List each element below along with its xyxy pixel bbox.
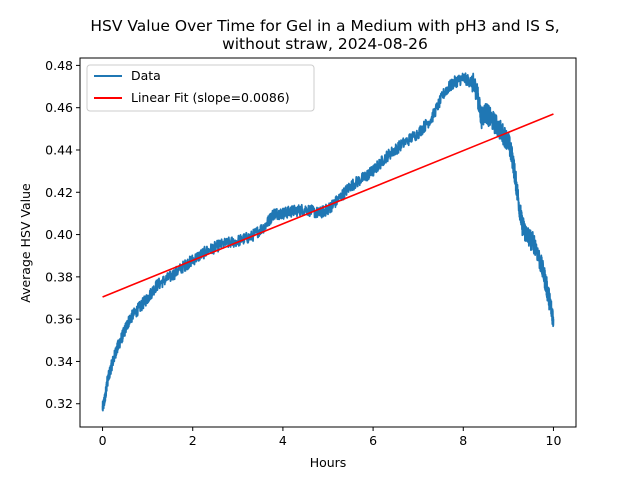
series-line-linear-fit	[102, 113, 554, 298]
y-tick-label: 0.48	[45, 58, 73, 73]
x-tick-label: 6	[369, 433, 377, 448]
y-tick-label: 0.34	[45, 354, 73, 369]
legend-label-data: Data	[131, 68, 161, 83]
x-axis: 0 2 4 6 8 10	[99, 427, 562, 448]
x-tick-label: 10	[546, 433, 562, 448]
chart-title-line-2: without straw, 2024-08-26	[222, 35, 428, 53]
legend-label-linear-fit: Linear Fit (slope=0.0086)	[131, 90, 290, 105]
x-tick-label: 8	[459, 433, 467, 448]
y-tick-label: 0.42	[45, 185, 73, 200]
y-tick-label: 0.40	[45, 227, 73, 242]
series-layer	[101, 72, 555, 412]
y-tick-label: 0.32	[45, 396, 73, 411]
y-tick-label: 0.46	[45, 100, 73, 115]
x-tick-label: 0	[99, 433, 107, 448]
y-axis-label: Average HSV Value	[18, 183, 33, 303]
legend-box	[86, 64, 315, 112]
x-axis-label: Hours	[310, 455, 347, 470]
y-tick-label: 0.38	[45, 269, 73, 284]
chart-title-line-1: HSV Value Over Time for Gel in a Medium …	[90, 17, 559, 35]
x-tick-label: 2	[189, 433, 197, 448]
legend: Data Linear Fit (slope=0.0086)	[86, 64, 315, 112]
x-tick-label: 4	[279, 433, 287, 448]
y-tick-label: 0.44	[45, 142, 73, 157]
y-tick-label: 0.36	[45, 312, 73, 327]
y-axis: 0.32 0.34 0.36 0.38 0.40 0.42 0.44 0.46 0.48	[45, 58, 80, 411]
plot-area-frame	[79, 57, 577, 428]
